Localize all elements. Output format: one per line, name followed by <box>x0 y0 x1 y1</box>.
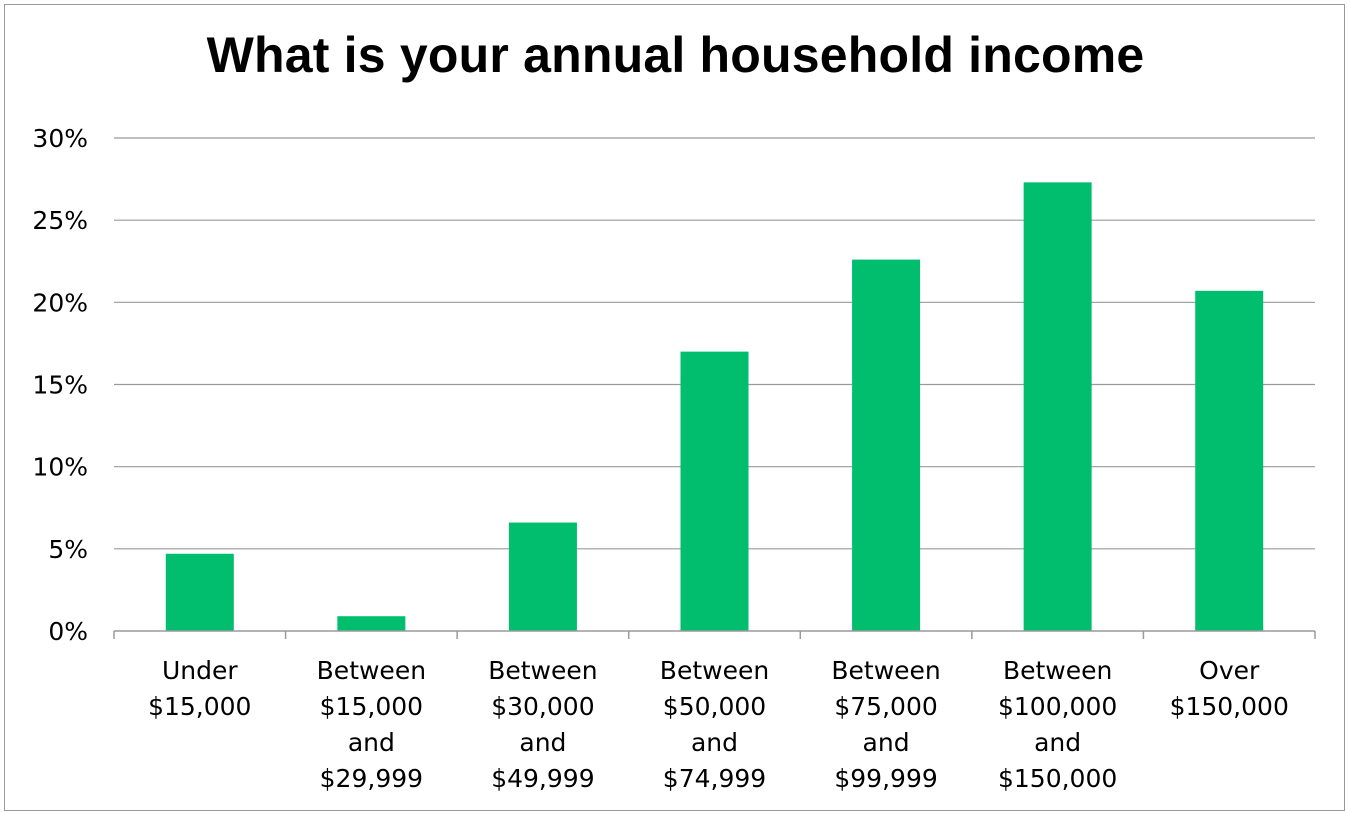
y-tick-label: 0% <box>48 617 88 646</box>
y-axis-tick-labels: 0% 5% 10% 15% 20% 25% 30% <box>32 124 88 646</box>
bars <box>165 182 1264 631</box>
y-tick-label: 5% <box>48 535 88 564</box>
y-tick-label: 25% <box>32 206 88 235</box>
bar <box>852 259 921 631</box>
bar <box>165 553 234 631</box>
x-category-label: Under $15,000 <box>148 656 251 721</box>
y-tick-label: 15% <box>32 371 88 400</box>
x-category-label: Between $50,000 and $74,999 <box>660 656 769 793</box>
x-axis-category-labels: Under $15,000 Between $15,000 and $29,999 Betw… <box>148 656 1289 793</box>
x-category-label: Over $150,000 <box>1170 656 1289 721</box>
y-tick-label: 10% <box>32 453 88 482</box>
y-tick-label: 20% <box>32 288 88 317</box>
chart-title: What is your annual household income <box>206 27 1145 83</box>
bar <box>337 616 406 631</box>
bar <box>508 522 577 631</box>
x-axis <box>113 630 1316 639</box>
bar <box>1023 182 1092 631</box>
x-category-label: Between $75,000 and $99,999 <box>831 656 940 793</box>
x-category-label: Between $100,000 and $150,000 <box>998 656 1117 793</box>
bar <box>680 351 749 631</box>
x-category-label: Between $15,000 and $29,999 <box>317 656 426 793</box>
y-tick-label: 30% <box>32 124 88 153</box>
bar <box>1195 290 1264 631</box>
x-category-label: Between $30,000 and $49,999 <box>488 656 597 793</box>
